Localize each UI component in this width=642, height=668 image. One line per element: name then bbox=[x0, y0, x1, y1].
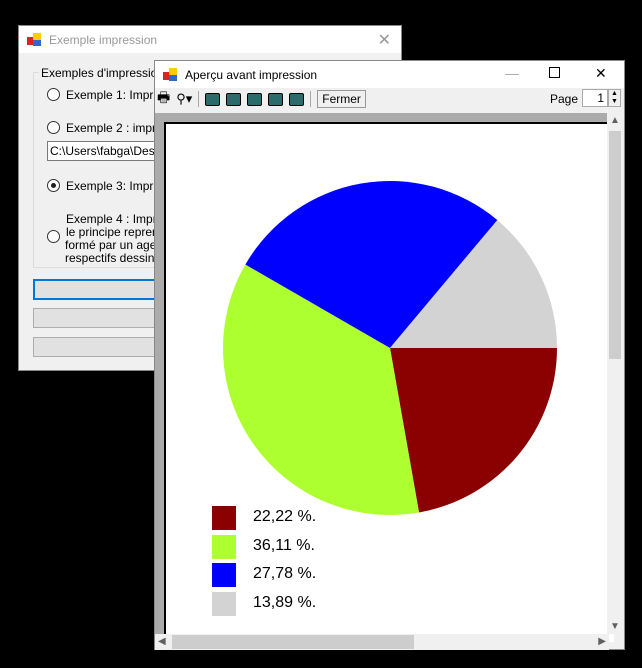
three-pages-icon[interactable] bbox=[247, 92, 263, 106]
group-label: Exemples d'impression bbox=[39, 66, 167, 80]
separator bbox=[310, 91, 312, 107]
vertical-scroll-thumb[interactable] bbox=[609, 131, 621, 359]
preview-toolbar: 🖶 ⚲▾ Fermer Page 1 ▲ ▼ bbox=[155, 88, 624, 110]
main-window-titlebar: Exemple impression bbox=[19, 26, 401, 53]
scroll-down-icon[interactable]: ▼ bbox=[610, 621, 620, 632]
legend-swatch bbox=[212, 506, 236, 530]
app-icon bbox=[163, 68, 177, 81]
radio-example-1[interactable] bbox=[47, 88, 60, 101]
legend-label: 13,89 %. bbox=[253, 594, 317, 612]
option-4-line: respectifs dessinen bbox=[65, 251, 168, 265]
pie-slice bbox=[390, 220, 557, 348]
legend-label: 22,22 %. bbox=[253, 508, 317, 525]
radio-example-4[interactable] bbox=[47, 230, 60, 243]
option-4-line: formé par un agend bbox=[65, 238, 170, 252]
page-number-input[interactable]: 1 bbox=[582, 89, 608, 107]
print-preview-window: Aperçu avant impression — ✕ 🖶 ⚲▾ Fermer … bbox=[154, 60, 625, 650]
legend-label: 36,11 %. bbox=[253, 536, 315, 554]
preview-area: 22,22 %. 36,11 %. 27,78 %. 13,89 %. bbox=[155, 113, 614, 642]
option-label-1: Exemple 1: Imprime bbox=[66, 88, 173, 102]
horizontal-scroll-thumb[interactable] bbox=[172, 635, 414, 649]
scroll-right-icon[interactable]: ▶ bbox=[598, 636, 606, 647]
option-4-line: le principe reprend bbox=[66, 225, 166, 239]
pie-slice bbox=[223, 264, 420, 515]
pie-slice bbox=[390, 348, 557, 513]
separator bbox=[198, 91, 200, 107]
preview-titlebar: Aperçu avant impression bbox=[155, 61, 624, 88]
legend-swatch bbox=[212, 534, 236, 559]
legend-swatch bbox=[212, 592, 236, 617]
app-icon bbox=[27, 33, 41, 46]
option-label-4: Exemple 4 : Impres bbox=[66, 212, 170, 226]
close-icon[interactable]: ✕ bbox=[595, 65, 607, 81]
maximize-icon[interactable] bbox=[549, 67, 560, 78]
preview-title: Aperçu avant impression bbox=[185, 67, 318, 82]
scroll-up-icon[interactable]: ▲ bbox=[610, 115, 620, 126]
radio-example-3[interactable] bbox=[47, 179, 60, 192]
legend-swatch bbox=[212, 563, 236, 588]
printer-icon[interactable]: 🖶 bbox=[157, 89, 171, 105]
main-window-title: Exemple impression bbox=[49, 32, 158, 47]
legend-label: 27,78 %. bbox=[253, 565, 317, 583]
horizontal-scrollbar[interactable]: ◀ ▶ bbox=[155, 634, 609, 650]
minimize-icon[interactable]: — bbox=[505, 65, 519, 81]
preview-page: 22,22 %. 36,11 %. 27,78 %. 13,89 %. bbox=[164, 122, 614, 642]
scroll-left-icon[interactable]: ◀ bbox=[158, 636, 166, 647]
zoom-icon[interactable]: ⚲▾ bbox=[176, 91, 193, 106]
option-label-2: Exemple 2 : imprime bbox=[66, 121, 176, 135]
page-spinner[interactable]: ▲ ▼ bbox=[608, 89, 621, 107]
pie-slice bbox=[245, 181, 498, 348]
pie-chart bbox=[223, 181, 557, 515]
close-preview-button[interactable]: Fermer bbox=[317, 90, 366, 108]
two-pages-icon[interactable] bbox=[226, 92, 242, 106]
close-icon[interactable]: ✕ bbox=[377, 32, 391, 49]
page-label: Page bbox=[549, 92, 578, 106]
option-label-3: Exemple 3: Imprime bbox=[66, 179, 173, 193]
vertical-scrollbar[interactable]: ▲ ▼ bbox=[607, 113, 623, 634]
one-page-icon[interactable] bbox=[205, 92, 221, 106]
radio-example-2[interactable] bbox=[47, 121, 60, 134]
four-pages-icon[interactable] bbox=[268, 92, 284, 106]
six-pages-icon[interactable] bbox=[289, 92, 305, 106]
